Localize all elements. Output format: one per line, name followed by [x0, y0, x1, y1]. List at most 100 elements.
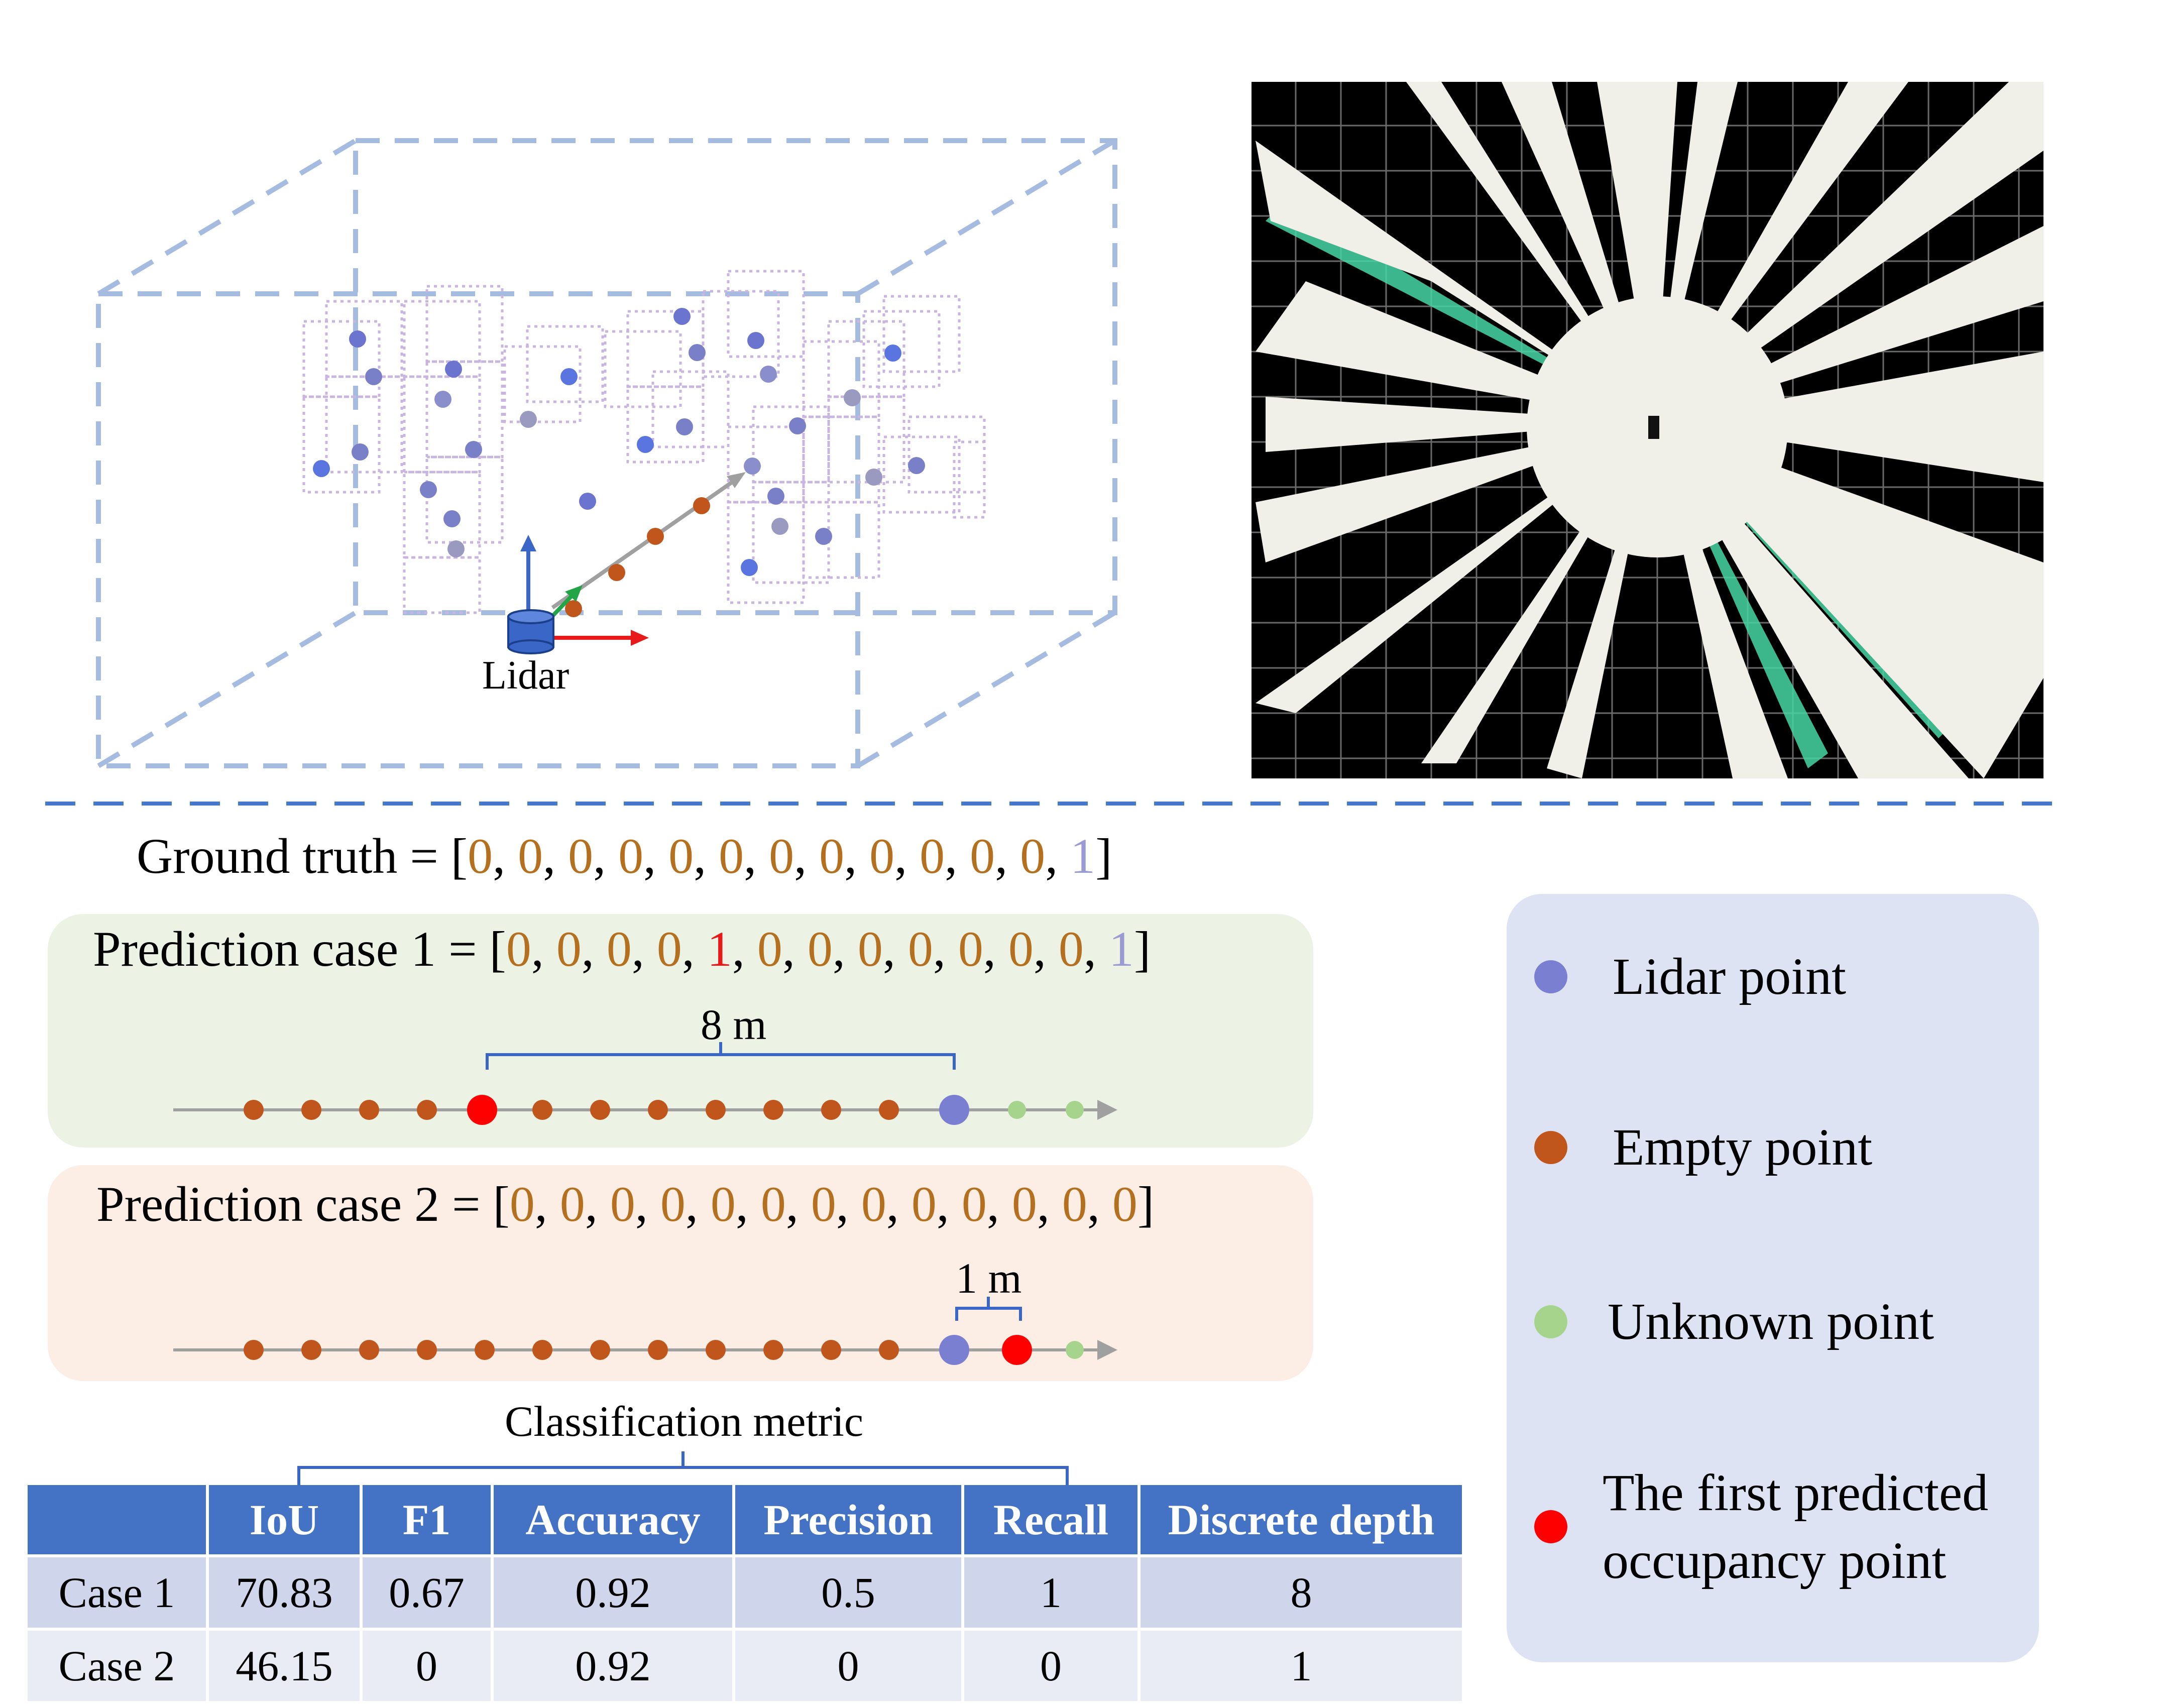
table-cell: Case 1	[28, 1554, 209, 1629]
table-cell: 8	[1139, 1554, 1462, 1629]
vector-separator: ,	[631, 921, 657, 977]
table-row: Case 2 46.15 0 0.92 0 0 1	[28, 1628, 1462, 1701]
vector-separator: ,	[681, 921, 707, 977]
vector-separator: ,	[643, 828, 669, 884]
vector-separator: ,	[744, 828, 769, 884]
vector-separator: ,	[534, 1176, 560, 1232]
table-cell: 1	[963, 1554, 1141, 1629]
vector-separator: ,	[894, 828, 920, 884]
table-cell: 0.92	[492, 1554, 735, 1629]
case2-suffix: ]	[1137, 1176, 1155, 1232]
vector-value: 0	[509, 1176, 535, 1232]
case2-prefix: Prediction case 2 = [	[96, 1176, 510, 1232]
empty-point	[301, 1340, 321, 1360]
unknown-point	[1008, 1101, 1026, 1119]
vector-value: 0	[769, 828, 794, 884]
empty-point	[359, 1100, 379, 1120]
empty-point	[417, 1340, 437, 1360]
vector-value: 0	[958, 921, 983, 977]
legend-label: Unknown point	[1608, 1293, 1934, 1350]
vector-value: 0	[869, 828, 895, 884]
table-header-cell	[28, 1485, 209, 1556]
lidar-point-cloud-image	[1251, 82, 2043, 778]
empty-point	[879, 1100, 899, 1120]
vector-value: 0	[1008, 921, 1034, 977]
case1-ray	[173, 1095, 1117, 1125]
vector-value: 0	[660, 1176, 686, 1232]
vector-value: 0	[911, 1176, 937, 1232]
legend-item-predicted: The first predicted occupancy point	[1534, 1459, 1988, 1595]
empty-point	[359, 1340, 379, 1360]
vector-value: 0	[618, 828, 644, 884]
vector-separator: ,	[983, 921, 1008, 977]
vector-separator: ,	[694, 828, 719, 884]
case2-values: 0, 0, 0, 0, 0, 0, 0, 0, 0, 0, 0, 0, 0	[510, 1176, 1137, 1232]
empty-point	[244, 1100, 264, 1120]
empty-point	[648, 1340, 668, 1360]
case1-suffix: ]	[1133, 921, 1151, 977]
predicted-point-icon	[1534, 1510, 1567, 1544]
legend-label-line: occupancy point	[1603, 1532, 1947, 1590]
ground-truth-prefix: Ground truth = [	[137, 828, 468, 884]
table-cell: 0	[361, 1628, 494, 1701]
vector-separator: ,	[581, 921, 607, 977]
vector-separator: ,	[785, 1176, 811, 1232]
vector-value: 1	[707, 921, 732, 977]
predicted-point	[1002, 1335, 1032, 1365]
table-row: Case 1 70.83 0.67 0.92 0.5 1 8	[28, 1554, 1462, 1629]
legend-label: Empty point	[1613, 1118, 1873, 1176]
vector-value: 0	[606, 921, 632, 977]
legend-label-line: The first predicted	[1603, 1464, 1989, 1522]
vector-value: 0	[506, 921, 531, 977]
lidar-label: Lidar	[482, 653, 570, 698]
vector-value: 0	[656, 921, 682, 977]
case2-brace	[955, 1297, 1022, 1321]
vector-value: 0	[757, 921, 782, 977]
legend-item-lidar: Lidar point	[1534, 944, 1846, 1009]
vector-separator: ,	[1033, 921, 1059, 977]
table-header-cell: IoU	[207, 1485, 363, 1556]
vector-value: 1	[1070, 828, 1096, 884]
lidar-point	[939, 1095, 969, 1125]
top-figure	[45, 82, 2064, 806]
table-cell: Case 2	[28, 1628, 209, 1701]
bounding-box-3d	[96, 138, 1117, 768]
empty-point	[301, 1100, 321, 1120]
lidar-point	[939, 1335, 969, 1365]
vector-separator: ,	[735, 1176, 761, 1232]
legend-item-empty: Empty point	[1534, 1115, 1872, 1180]
legend-label: Lidar point	[1613, 948, 1847, 1005]
empty-point	[706, 1100, 726, 1120]
legend-label: The first predicted occupancy point	[1603, 1459, 1988, 1595]
vector-value: 0	[568, 828, 594, 884]
table-header-cell: Discrete depth	[1139, 1485, 1462, 1556]
empty-point	[590, 1100, 610, 1120]
vector-separator: ,	[832, 921, 858, 977]
vector-separator: ,	[782, 921, 808, 977]
lidar-point-icon	[1534, 960, 1567, 993]
vector-separator: ,	[1045, 828, 1071, 884]
vector-value: 0	[920, 828, 945, 884]
case1-distance-label: 8 m	[701, 1000, 767, 1049]
table-cell: 0	[963, 1628, 1141, 1701]
empty-point	[821, 1100, 841, 1120]
empty-point	[648, 1100, 668, 1120]
legend-panel	[1507, 894, 2039, 1662]
table-cell: 0.67	[361, 1554, 494, 1629]
empty-point	[244, 1340, 264, 1360]
empty-point	[417, 1100, 437, 1120]
vector-separator: ,	[593, 828, 619, 884]
empty-point	[532, 1100, 552, 1120]
vector-separator: ,	[836, 1176, 861, 1232]
vector-value: 1	[1108, 921, 1134, 977]
empty-point	[532, 1340, 552, 1360]
ground-truth-vector: Ground truth = [0, 0, 0, 0, 0, 0, 0, 0, …	[137, 831, 1112, 881]
case2-ray	[173, 1335, 1117, 1365]
table-cell: 0.5	[734, 1554, 964, 1629]
vector-value: 0	[1020, 828, 1046, 884]
vector-separator: ,	[585, 1176, 610, 1232]
ground-truth-values: 0, 0, 0, 0, 0, 0, 0, 0, 0, 0, 0, 0, 1	[468, 828, 1095, 884]
metric-table: IoU F1 Accuracy Precision Recall Discret…	[28, 1485, 1462, 1701]
classification-label: Classification metric	[505, 1397, 864, 1445]
table-header-cell: Precision	[734, 1485, 964, 1556]
